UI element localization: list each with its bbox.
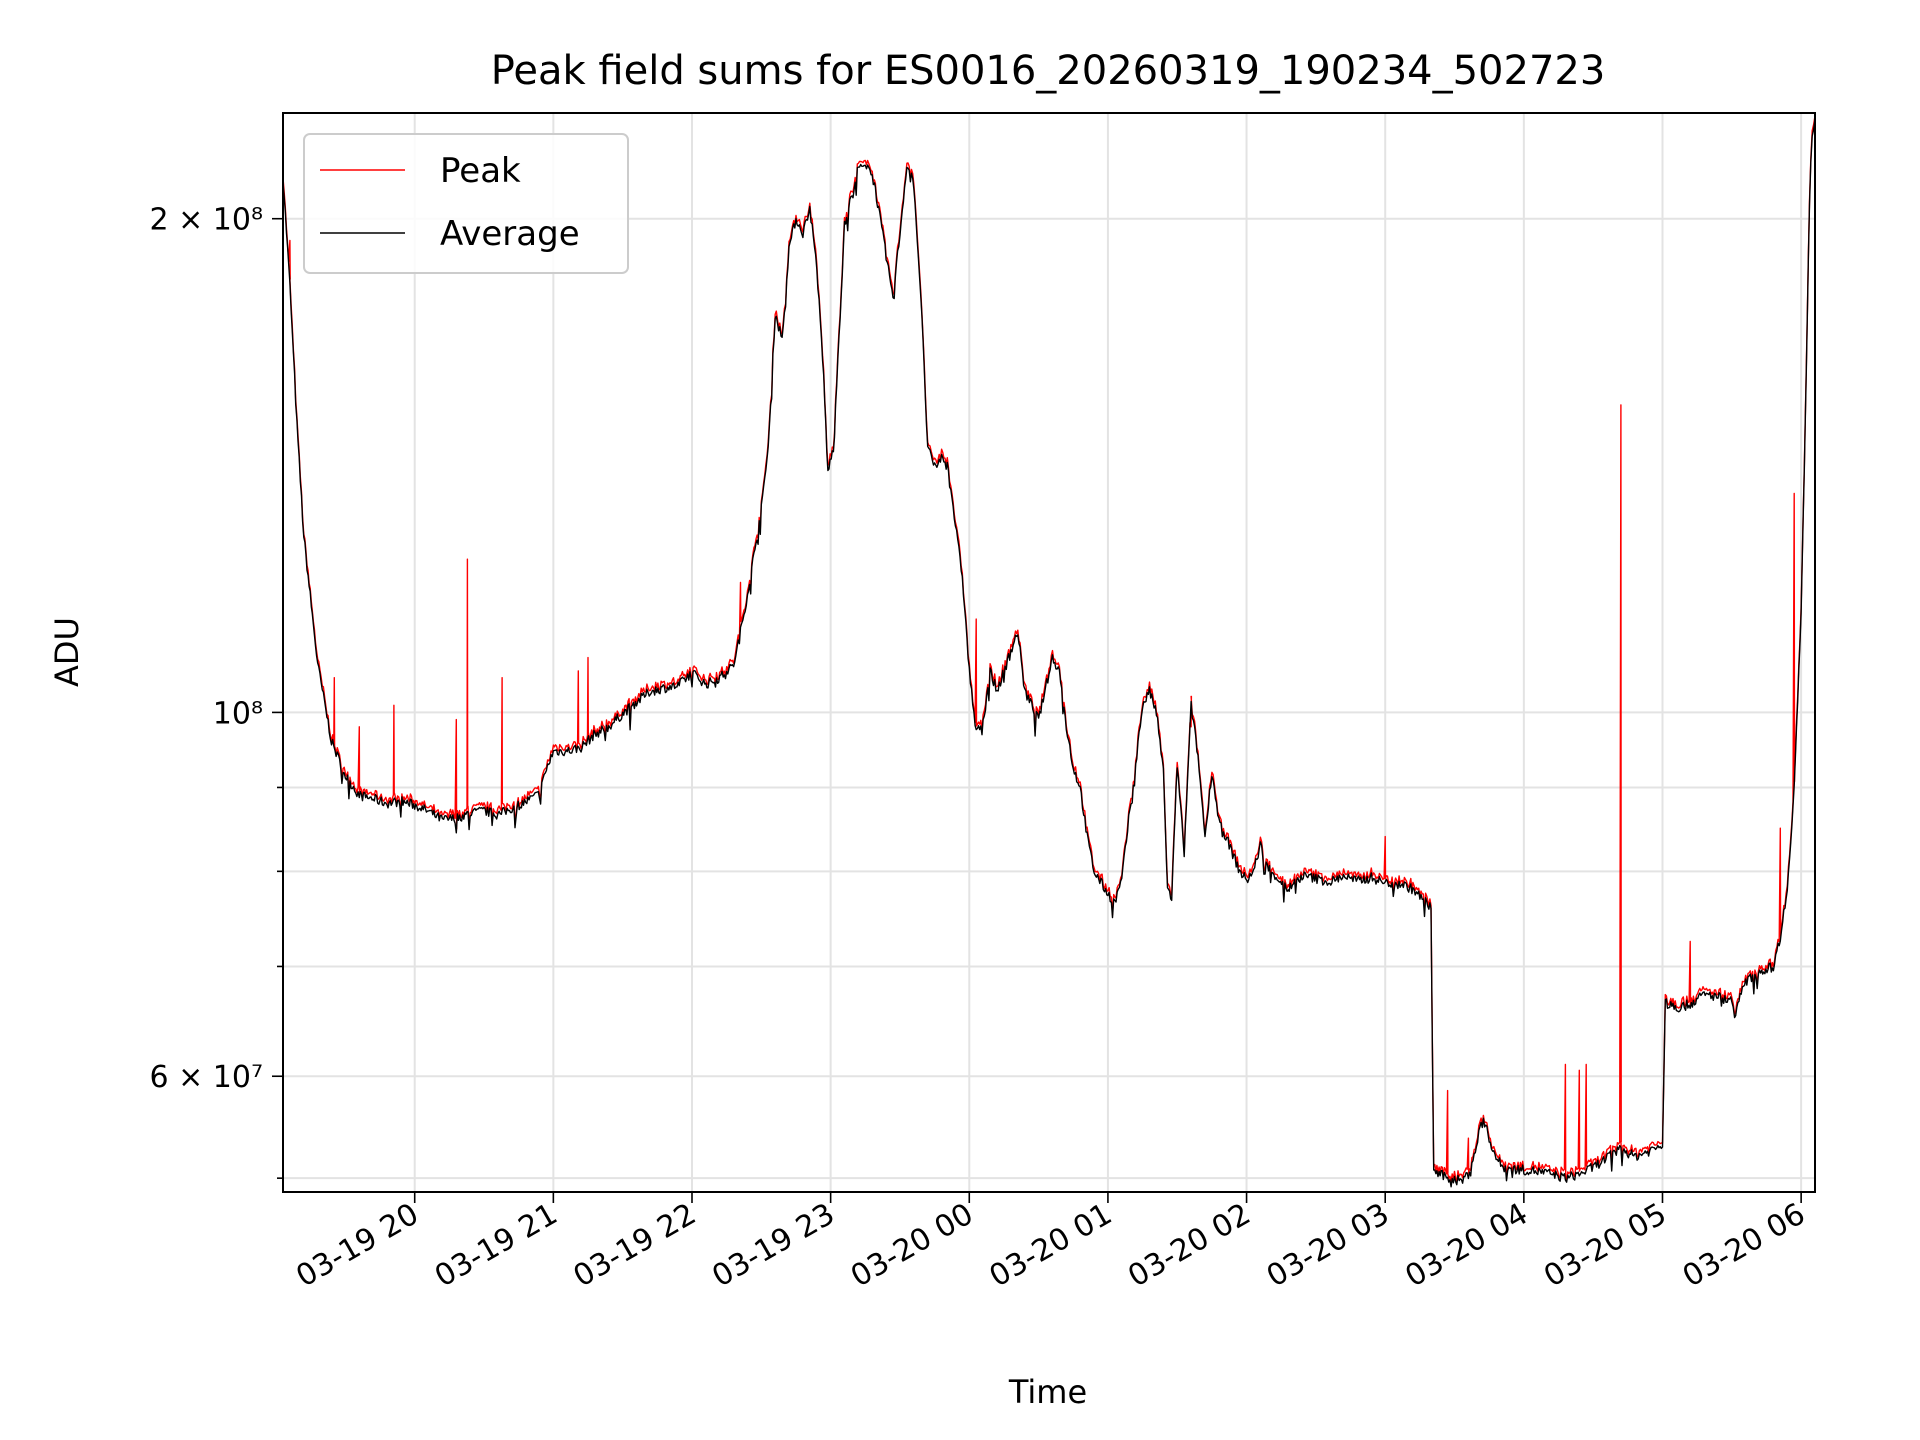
legend: Peak Average — [303, 133, 629, 274]
y-tick-label: 10⁸ — [213, 696, 263, 731]
y-tick-label: 6 × 10⁷ — [150, 1060, 264, 1095]
series-line-average — [282, 119, 1816, 1188]
grid — [283, 113, 1815, 1192]
chart-title: Peak field sums for ES0016_20260319_1902… — [491, 48, 1606, 94]
legend-box — [303, 133, 629, 274]
series-line-peak — [282, 115, 1816, 1182]
x-axis-label: Time — [1008, 1373, 1087, 1411]
y-axis-label: ADU — [48, 617, 86, 687]
plot-frame — [282, 112, 1816, 1193]
legend-peak-label: Peak — [440, 151, 521, 191]
plot-lines — [282, 115, 1816, 1188]
legend-average-label: Average — [440, 214, 580, 254]
y-tick-label: 2 × 10⁸ — [150, 203, 264, 238]
